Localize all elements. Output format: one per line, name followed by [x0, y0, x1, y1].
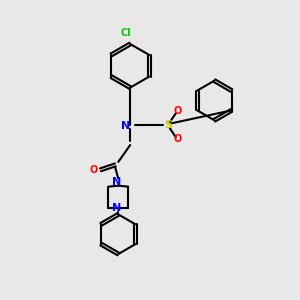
Text: O: O — [174, 134, 182, 144]
Text: N: N — [112, 203, 121, 214]
Text: Cl: Cl — [121, 28, 132, 38]
Text: N: N — [112, 177, 121, 187]
Text: O: O — [89, 165, 98, 175]
Text: O: O — [174, 106, 182, 116]
Text: N: N — [121, 121, 130, 131]
Text: S: S — [164, 120, 172, 130]
